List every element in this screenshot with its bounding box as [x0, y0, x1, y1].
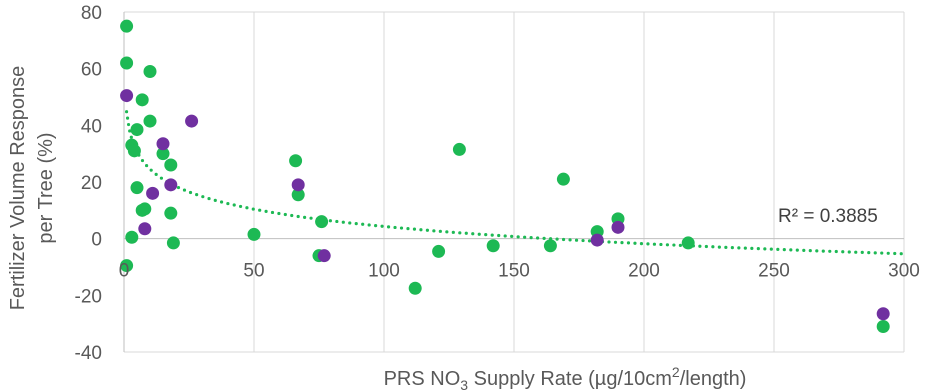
data-point-green	[408, 281, 422, 295]
data-point-green	[120, 19, 134, 33]
data-point-green	[543, 239, 557, 253]
data-point-green	[452, 142, 466, 156]
x-axis-title-middle: Supply Rate (µg/10cm	[468, 368, 672, 390]
x-axis-title-subscript: 3	[460, 377, 468, 392]
data-point-purple	[146, 186, 160, 200]
data-point-purple	[590, 233, 604, 247]
x-axis-title: PRS NO3 Supply Rate (µg/10cm2/length)	[384, 364, 747, 392]
data-point-green	[486, 239, 500, 253]
data-point-green	[315, 215, 329, 229]
x-axis-title-superscript: 2	[672, 364, 680, 380]
data-point-green	[289, 154, 303, 168]
data-point-purple	[317, 249, 331, 263]
data-point-green	[156, 147, 170, 161]
data-point-green	[143, 114, 157, 128]
x-tick-label: 300	[888, 261, 920, 282]
x-tick-label: 0	[119, 261, 130, 282]
data-point-green	[127, 144, 141, 158]
x-tick-labels: 0 50 100 150 200 250 300	[119, 261, 920, 282]
y-tick-labels: -40 -20 0 20 40 60 80	[75, 3, 102, 364]
data-point-purple	[138, 222, 152, 236]
y-axis-title-line1: Fertilizer Volume Response	[7, 66, 29, 311]
data-point-purple	[120, 89, 134, 103]
data-point-green	[120, 56, 134, 70]
y-tick-label: 0	[91, 230, 102, 251]
data-point-purple	[876, 307, 890, 321]
data-point-green	[130, 181, 144, 195]
data-point-purple	[291, 178, 305, 192]
x-tick-label: 250	[758, 261, 790, 282]
data-point-green	[120, 259, 134, 273]
x-axis-title-suffix: /length)	[680, 368, 747, 390]
trendline-path	[125, 110, 906, 256]
y-tick-label: 40	[81, 116, 102, 137]
y-tick-label: 20	[81, 173, 102, 194]
data-point-purple	[156, 137, 170, 151]
data-point-green	[556, 172, 570, 186]
x-tick-label: 50	[243, 261, 264, 282]
data-point-green	[291, 188, 305, 202]
x-tick-label: 200	[628, 261, 660, 282]
r-squared-annotation: R² = 0.3885	[778, 206, 878, 227]
y-tick-label: 60	[81, 60, 102, 81]
y-tick-label: 80	[81, 3, 102, 24]
x-tick-label: 100	[368, 261, 400, 282]
data-point-green	[681, 236, 695, 250]
x-tick-label: 150	[498, 261, 530, 282]
data-point-green	[432, 244, 446, 258]
y-axis-title-line2: per Tree (%)	[35, 132, 57, 243]
data-point-green	[130, 123, 144, 137]
data-point-green	[164, 206, 178, 220]
y-tick-label: -20	[75, 286, 102, 307]
data-point-green	[143, 65, 157, 78]
data-point-green	[247, 227, 261, 241]
data-point-green	[166, 236, 180, 250]
data-point-green	[135, 93, 149, 107]
data-points	[120, 19, 890, 333]
data-point-purple	[164, 178, 178, 192]
data-point-purple	[611, 220, 625, 234]
trendline	[125, 110, 906, 256]
data-point-green	[164, 158, 178, 172]
data-point-green	[876, 320, 890, 333]
y-tick-label: -40	[75, 343, 102, 364]
data-point-purple	[185, 114, 199, 128]
data-point-green	[135, 203, 149, 217]
x-axis-title-prefix: PRS NO	[384, 368, 461, 390]
data-point-green	[125, 230, 139, 244]
gridlines	[123, 11, 905, 353]
